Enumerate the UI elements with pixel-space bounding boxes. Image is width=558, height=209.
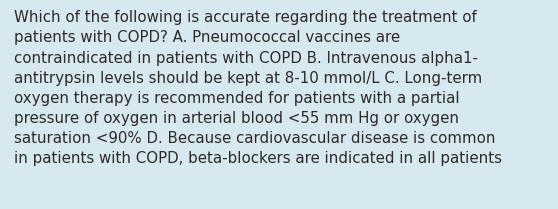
Text: Which of the following is accurate regarding the treatment of
patients with COPD: Which of the following is accurate regar…: [14, 10, 502, 166]
